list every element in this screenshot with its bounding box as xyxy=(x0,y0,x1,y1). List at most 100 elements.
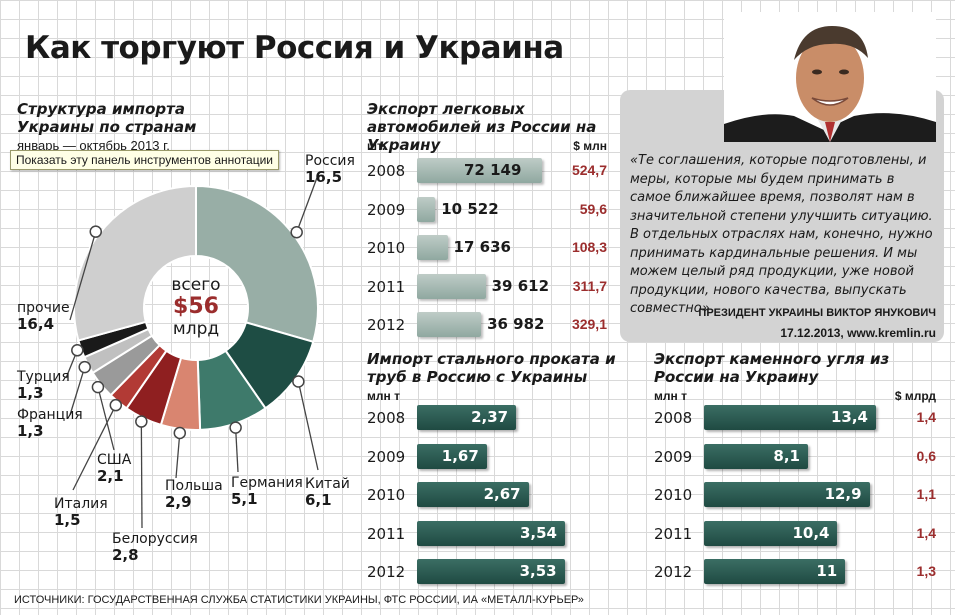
cars-secondary-value: 59,6 xyxy=(579,200,607,217)
cars-unit-right: $ млн xyxy=(573,139,607,153)
pie-label-value: 1,5 xyxy=(54,511,81,529)
cars-bar xyxy=(417,158,542,183)
coal-secondary-value: 1,4 xyxy=(916,409,936,425)
sources-footnote: ИСТОЧНИКИ: ГОСУДАРСТВЕННАЯ СЛУЖБА СТАТИС… xyxy=(14,594,584,606)
steel-bar xyxy=(417,559,565,584)
pie-leader-7 xyxy=(69,366,86,416)
pie-label-3: Польша 2,9 xyxy=(165,478,223,511)
pie-label-name: Италия xyxy=(54,496,108,512)
pie-total-line1: всего xyxy=(171,275,221,295)
steel-year: 2011 xyxy=(367,524,406,543)
coal-secondary-value: 1,1 xyxy=(916,486,936,502)
cars-secondary-value: 311,7 xyxy=(572,277,607,294)
cars-year: 2011 xyxy=(367,277,406,296)
cars-value-label: 39 612 xyxy=(491,276,550,295)
pie-label-1: Китай 6,1 xyxy=(305,476,350,509)
steel-value-label: 3,54 xyxy=(519,523,557,542)
coal-bar xyxy=(704,559,846,584)
coal-unit-left: млн т xyxy=(654,389,687,403)
pie-chart-subtitle: январь — октябрь 2013 г. xyxy=(17,138,170,153)
cars-value-label: 10 522 xyxy=(441,199,499,218)
cars-value-label: 36 982 xyxy=(487,315,545,333)
pie-leader-9 xyxy=(69,231,97,321)
quote-author: ПРЕЗИДЕНТ УКРАИНЫ ВИКТОР ЯНУКОВИЧ xyxy=(698,307,936,319)
pie-leader-2 xyxy=(234,427,239,473)
coal-year: 2010 xyxy=(654,486,693,504)
annotation-toolbar-tooltip[interactable]: Показать эту панель инструментов аннотац… xyxy=(10,150,280,170)
steel-unit-left: млн т xyxy=(367,389,400,403)
cars-bar xyxy=(417,312,482,337)
quote-source: 17.12.2013, www.kremlin.ru xyxy=(780,326,936,340)
cars-year: 2008 xyxy=(367,162,406,180)
pie-marker-0 xyxy=(290,225,303,239)
coal-year: 2009 xyxy=(654,447,693,466)
pie-leader-4 xyxy=(140,421,143,529)
pie-label-value: 1,3 xyxy=(17,422,44,440)
pie-marker-8 xyxy=(71,344,84,357)
steel-year: 2008 xyxy=(367,409,406,427)
coal-year: 2008 xyxy=(654,409,693,427)
pie-label-name: Белоруссия xyxy=(112,531,198,547)
cars-value-label: 72 149 xyxy=(464,161,522,179)
pie-label-name: Германия xyxy=(231,475,303,491)
steel-value-label: 3,53 xyxy=(519,562,557,580)
steel-value-label: 1,67 xyxy=(441,446,479,465)
pie-label-name: США xyxy=(97,452,132,468)
coal-year: 2012 xyxy=(654,563,693,581)
pie-label-9: прочие 16,4 xyxy=(17,300,70,333)
cars-value-label: 17 636 xyxy=(453,238,511,256)
pie-label-name: Россия xyxy=(305,153,355,169)
pie-marker-4 xyxy=(135,415,148,428)
pie-chart-title: Структура импорта Украины по странам xyxy=(17,100,197,136)
cars-year: 2012 xyxy=(367,316,406,334)
coal-value-label: 12,9 xyxy=(824,485,862,503)
steel-bar xyxy=(417,520,565,546)
pie-label-6: США 2,1 xyxy=(97,452,131,485)
cars-bar xyxy=(417,273,486,299)
coal-value-label: 13,4 xyxy=(830,408,868,426)
pie-label-value: 16,4 xyxy=(17,315,55,333)
steel-bar xyxy=(417,482,529,507)
cars-bar xyxy=(417,196,436,222)
steel-bar xyxy=(417,405,517,430)
pie-leader-6 xyxy=(97,386,115,451)
pie-label-value: 16,5 xyxy=(305,168,343,186)
pie-leader-0 xyxy=(296,174,319,233)
coal-value-label: 11 xyxy=(816,562,838,580)
quote-text: «Те соглашения, которые подготовлены, и … xyxy=(630,153,933,316)
pie-marker-5 xyxy=(109,398,123,412)
coal-value-label: 10,4 xyxy=(792,523,830,542)
steel-year: 2009 xyxy=(367,447,406,466)
steel-chart-title: Импорт стального проката и труб в Россию… xyxy=(367,350,616,386)
pie-label-value: 2,8 xyxy=(112,546,139,564)
coal-unit-right: $ млрд xyxy=(894,389,936,403)
pie-marker-2 xyxy=(229,421,242,434)
coal-secondary-value: 1,4 xyxy=(916,524,936,541)
cars-unit-left: шт. xyxy=(367,139,386,153)
steel-value-label: 2,67 xyxy=(483,485,521,503)
pie-label-5: Италия 1,5 xyxy=(54,496,108,529)
pie-marker-1 xyxy=(292,375,305,388)
pie-total-value: $56 xyxy=(173,294,219,319)
cars-secondary-value: 524,7 xyxy=(571,162,607,178)
pie-label-0: Россия 16,5 xyxy=(305,153,355,186)
pie-leader-1 xyxy=(297,381,319,471)
pie-label-value: 2,9 xyxy=(165,493,192,511)
coal-year: 2011 xyxy=(654,524,693,543)
page-title: Как торгуют Россия и Украина xyxy=(25,30,564,66)
cars-year: 2009 xyxy=(367,200,406,219)
pie-marker-9 xyxy=(89,225,103,238)
coal-chart-title: Экспорт каменного угля из России на Укра… xyxy=(654,350,890,386)
pie-total: всего $56 млрд xyxy=(160,275,232,339)
steel-year: 2010 xyxy=(367,486,406,504)
steel-bar xyxy=(417,443,487,469)
pie-label-value: 2,1 xyxy=(97,467,124,485)
pie-slice-0 xyxy=(195,184,319,344)
pie-label-value: 1,3 xyxy=(17,384,44,402)
pie-label-name: Турция xyxy=(17,369,70,385)
pie-label-8: Турция 1,3 xyxy=(17,369,70,402)
cars-secondary-value: 108,3 xyxy=(571,239,607,255)
coal-secondary-value: 0,6 xyxy=(916,447,936,464)
pie-label-value: 5,1 xyxy=(231,490,258,508)
